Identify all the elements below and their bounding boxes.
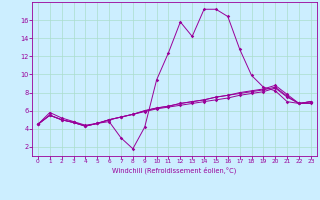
X-axis label: Windchill (Refroidissement éolien,°C): Windchill (Refroidissement éolien,°C) — [112, 167, 236, 174]
